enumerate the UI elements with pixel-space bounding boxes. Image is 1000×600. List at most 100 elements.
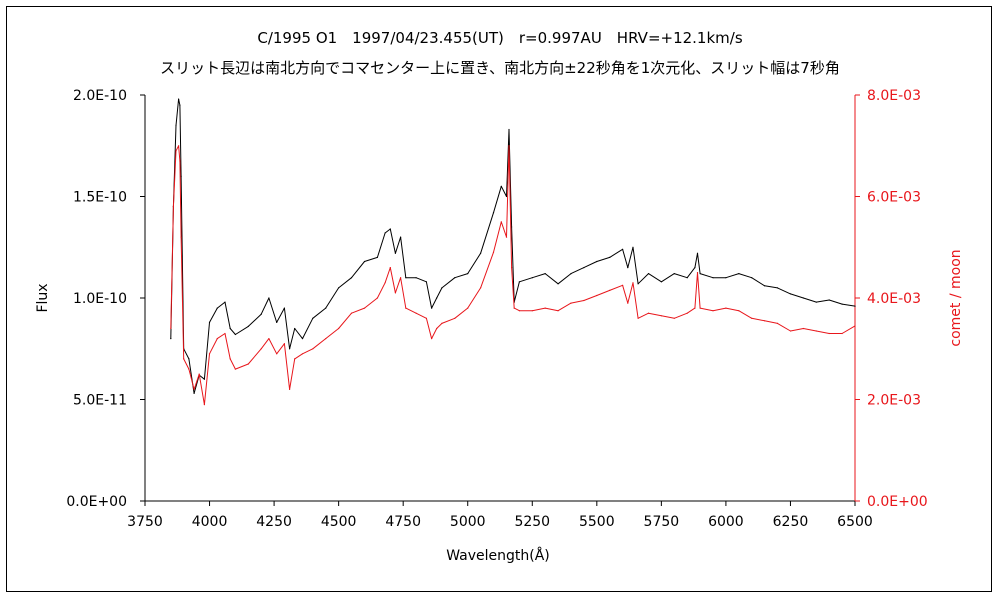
data-point bbox=[170, 338, 172, 340]
chart-title: C/1995 O1 1997/04/23.455(UT) r=0.997AU H… bbox=[257, 29, 742, 47]
data-point bbox=[394, 252, 396, 254]
y-tick-label: 5.0E-11 bbox=[73, 393, 127, 409]
data-point bbox=[789, 330, 792, 332]
data-point bbox=[179, 104, 181, 106]
y2-tick-label: 6.0E-03 bbox=[867, 190, 921, 206]
data-point bbox=[234, 333, 236, 336]
axes: 3750 4000 4250 4500 4750 5000 5250 5500 5750 6000… bbox=[66, 88, 927, 530]
data-point bbox=[609, 256, 611, 258]
data-point bbox=[596, 260, 598, 263]
data-point bbox=[338, 327, 340, 330]
data-point bbox=[725, 307, 727, 309]
data-point bbox=[802, 297, 805, 299]
ratio-line bbox=[170, 145, 856, 406]
data-point bbox=[183, 358, 185, 360]
y-tick-label: 1.5E-10 bbox=[73, 190, 127, 206]
data-point bbox=[203, 378, 205, 380]
data-point bbox=[815, 330, 817, 332]
data-point bbox=[815, 301, 817, 303]
data-point bbox=[283, 343, 285, 345]
data-point bbox=[544, 273, 546, 275]
data-point bbox=[289, 388, 291, 390]
data-point bbox=[276, 353, 278, 355]
data-point bbox=[179, 160, 181, 162]
data-point bbox=[500, 185, 502, 187]
data-point bbox=[696, 252, 699, 254]
data-point bbox=[389, 267, 391, 269]
data-point bbox=[637, 317, 639, 319]
y2-tick-label: 2.0E-03 bbox=[867, 393, 921, 409]
data-point bbox=[301, 338, 304, 340]
data-point bbox=[738, 273, 740, 275]
data-point bbox=[627, 267, 629, 269]
data-point bbox=[289, 348, 291, 350]
data-point bbox=[268, 338, 270, 340]
data-point bbox=[531, 310, 533, 312]
data-point bbox=[686, 312, 688, 314]
data-point bbox=[622, 248, 624, 250]
x-tick-label: 5250 bbox=[514, 514, 550, 530]
data-point bbox=[841, 332, 843, 335]
data-point bbox=[170, 327, 172, 330]
data-point bbox=[175, 124, 177, 126]
y-axis-label: Flux bbox=[35, 283, 51, 312]
data-point bbox=[660, 315, 663, 317]
data-point bbox=[751, 277, 753, 279]
data-point bbox=[376, 297, 378, 299]
data-point bbox=[699, 273, 701, 275]
y2-tick-label: 8.0E-03 bbox=[867, 88, 921, 104]
data-point bbox=[802, 327, 805, 330]
data-point bbox=[431, 307, 433, 309]
x-tick-label: 4250 bbox=[256, 514, 292, 530]
data-point bbox=[500, 221, 502, 223]
y-tick-label: 1.0E-10 bbox=[73, 291, 127, 307]
data-point bbox=[384, 232, 386, 234]
data-point bbox=[441, 322, 443, 324]
y2-tick-label: 0.0E+00 bbox=[867, 494, 928, 510]
data-point bbox=[350, 312, 353, 314]
data-point bbox=[492, 251, 495, 253]
x-axis-label: Wavelength(Å) bbox=[446, 547, 550, 564]
y-tick-label: 0.0E+00 bbox=[66, 494, 127, 510]
x-tick-label: 3750 bbox=[127, 514, 163, 530]
data-point bbox=[363, 260, 366, 263]
data-point bbox=[405, 277, 407, 279]
data-point bbox=[283, 307, 285, 309]
data-point bbox=[511, 267, 513, 269]
data-point bbox=[738, 310, 740, 312]
data-point bbox=[699, 307, 701, 309]
data-point bbox=[694, 267, 696, 269]
data-point bbox=[492, 212, 495, 214]
data-point bbox=[544, 307, 546, 309]
data-point bbox=[431, 338, 433, 340]
data-point bbox=[505, 236, 508, 238]
data-point bbox=[454, 317, 456, 319]
data-point bbox=[696, 272, 699, 274]
data-point bbox=[511, 226, 513, 228]
data-point bbox=[193, 388, 195, 390]
flux-line bbox=[170, 98, 856, 394]
data-point bbox=[216, 338, 218, 340]
data-point bbox=[178, 145, 180, 147]
data-point bbox=[172, 206, 174, 208]
data-point bbox=[405, 307, 407, 309]
data-point bbox=[583, 299, 585, 302]
data-point bbox=[776, 322, 779, 324]
data-point bbox=[224, 301, 226, 303]
data-point bbox=[325, 307, 327, 309]
data-point bbox=[694, 307, 696, 309]
x-tick-label: 4000 bbox=[192, 514, 228, 530]
data-point bbox=[632, 282, 634, 284]
data-point bbox=[454, 277, 456, 279]
data-point bbox=[216, 307, 218, 309]
data-point bbox=[764, 320, 766, 322]
chart-frame bbox=[6, 6, 992, 592]
data-point bbox=[467, 273, 469, 275]
data-point bbox=[400, 277, 402, 279]
data-point bbox=[301, 353, 304, 355]
x-tick-label: 6250 bbox=[773, 514, 809, 530]
data-point bbox=[609, 289, 611, 291]
data-point bbox=[637, 283, 639, 285]
data-point bbox=[188, 358, 190, 360]
